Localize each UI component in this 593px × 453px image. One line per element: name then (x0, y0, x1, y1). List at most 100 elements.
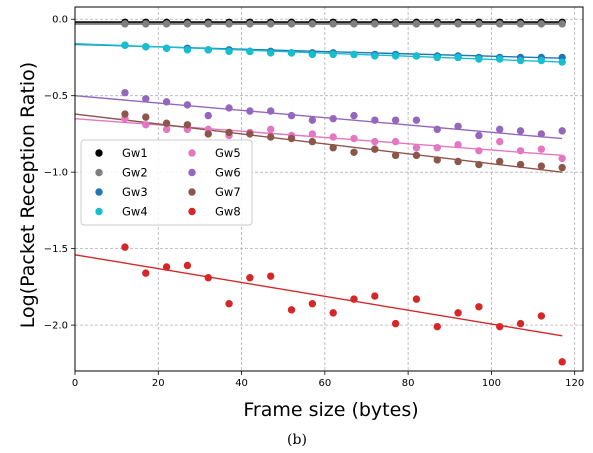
x-tick-label: 120 (565, 378, 584, 389)
data-point-gw4 (350, 50, 358, 59)
data-point-gw4 (142, 43, 150, 51)
data-point-gw7 (204, 130, 212, 138)
data-point-gw7 (287, 134, 296, 143)
data-point-gw7 (537, 162, 546, 170)
data-point-gw2 (204, 20, 212, 28)
data-point-gw2 (246, 20, 254, 28)
plot-frame (74, 6, 584, 372)
data-point-gw8 (350, 295, 358, 303)
legend-marker-gw3 (95, 188, 103, 196)
legend-label-gw6: Gw6 (215, 166, 241, 180)
data-point-gw5 (496, 137, 504, 146)
data-point-gw2 (371, 20, 379, 28)
data-point-gw8 (558, 358, 566, 366)
data-point-gw5 (329, 133, 337, 141)
data-point-gw7 (475, 160, 483, 169)
x-tick-label: 80 (402, 378, 415, 389)
data-point-gw5 (558, 154, 566, 163)
data-point-gw8 (308, 300, 317, 308)
fit-line-gw6 (74, 95, 563, 140)
data-point-gw6 (371, 116, 379, 124)
data-point-gw7 (162, 119, 171, 127)
data-point-gw2 (329, 20, 337, 28)
legend-marker-gw5 (188, 149, 196, 157)
data-point-gw8 (162, 263, 171, 271)
data-point-gw4 (371, 52, 379, 60)
data-point-gw4 (454, 53, 462, 62)
y-tick-label: −1.0 (44, 168, 68, 179)
data-point-gw7 (391, 151, 400, 160)
data-point-gw5 (142, 121, 150, 129)
data-point-gw2 (558, 20, 566, 28)
data-point-gw6 (183, 101, 192, 109)
data-point-gw6 (204, 111, 212, 120)
data-point-gw6 (391, 116, 400, 124)
data-point-gw7 (412, 151, 421, 160)
axis-ticks: 0 20 40 60 80 100 120 0.0 −0.5 −1.0 −1.5 −2.0 (44, 15, 585, 389)
data-point-gw5 (433, 144, 441, 152)
data-point-gw2 (142, 20, 150, 28)
data-point-gw7 (329, 144, 337, 152)
data-point-gw4 (162, 44, 171, 52)
legend-label-gw1: Gw1 (122, 146, 148, 160)
y-axis-label: Log(Packet Reception Ratio) (17, 62, 39, 328)
data-point-gw7 (350, 148, 358, 156)
data-point-gw4 (267, 49, 275, 57)
data-point-gw8 (329, 309, 337, 317)
data-point-gw4 (475, 55, 483, 63)
data-point-gw4 (412, 52, 421, 60)
data-point-gw5 (267, 125, 275, 134)
data-point-gw6 (537, 130, 546, 138)
data-point-gw4 (329, 50, 337, 59)
data-point-gw6 (350, 111, 358, 120)
data-points (121, 18, 566, 366)
x-tick-label: 60 (318, 378, 331, 389)
data-point-gw6 (412, 116, 421, 124)
data-point-gw8 (516, 319, 525, 328)
data-point-gw4 (558, 58, 566, 66)
data-point-gw8 (537, 312, 546, 320)
data-point-gw2 (412, 20, 421, 28)
data-point-gw4 (287, 49, 296, 57)
data-point-gw7 (454, 157, 462, 166)
data-point-gw8 (204, 274, 212, 282)
data-point-gw4 (516, 56, 525, 65)
data-point-gw8 (391, 319, 400, 328)
data-point-gw8 (475, 303, 483, 311)
data-point-gw2 (162, 20, 171, 28)
legend-label-gw3: Gw3 (122, 185, 148, 199)
data-point-gw2 (287, 20, 296, 28)
data-point-gw7 (225, 128, 233, 137)
data-point-gw8 (246, 274, 254, 282)
data-point-gw8 (496, 322, 504, 331)
data-point-gw4 (225, 47, 233, 56)
data-point-gw5 (537, 145, 546, 153)
data-point-gw6 (496, 125, 504, 134)
legend-label-gw4: Gw4 (122, 205, 148, 219)
data-point-gw2 (475, 20, 483, 28)
fit-line-gw8 (74, 254, 563, 337)
data-point-gw4 (204, 46, 212, 54)
data-point-gw4 (537, 56, 546, 65)
data-point-gw4 (496, 55, 504, 63)
data-point-gw6 (142, 95, 150, 103)
data-point-gw7 (496, 157, 504, 166)
y-tick-label: −0.5 (44, 91, 68, 102)
data-point-gw7 (121, 110, 129, 118)
data-point-gw2 (225, 20, 233, 28)
data-point-gw8 (412, 295, 421, 303)
data-point-gw6 (162, 98, 171, 106)
data-point-gw4 (183, 46, 192, 54)
data-point-gw2 (267, 20, 275, 28)
data-point-gw6 (225, 104, 233, 112)
data-point-gw7 (433, 156, 441, 164)
data-point-gw6 (454, 122, 462, 130)
data-point-gw6 (246, 107, 254, 115)
data-point-gw6 (558, 127, 566, 135)
data-point-gw6 (287, 111, 296, 120)
data-point-gw2 (454, 20, 462, 28)
data-point-gw8 (267, 272, 275, 280)
data-point-gw4 (391, 52, 400, 60)
data-point-gw7 (183, 121, 192, 129)
